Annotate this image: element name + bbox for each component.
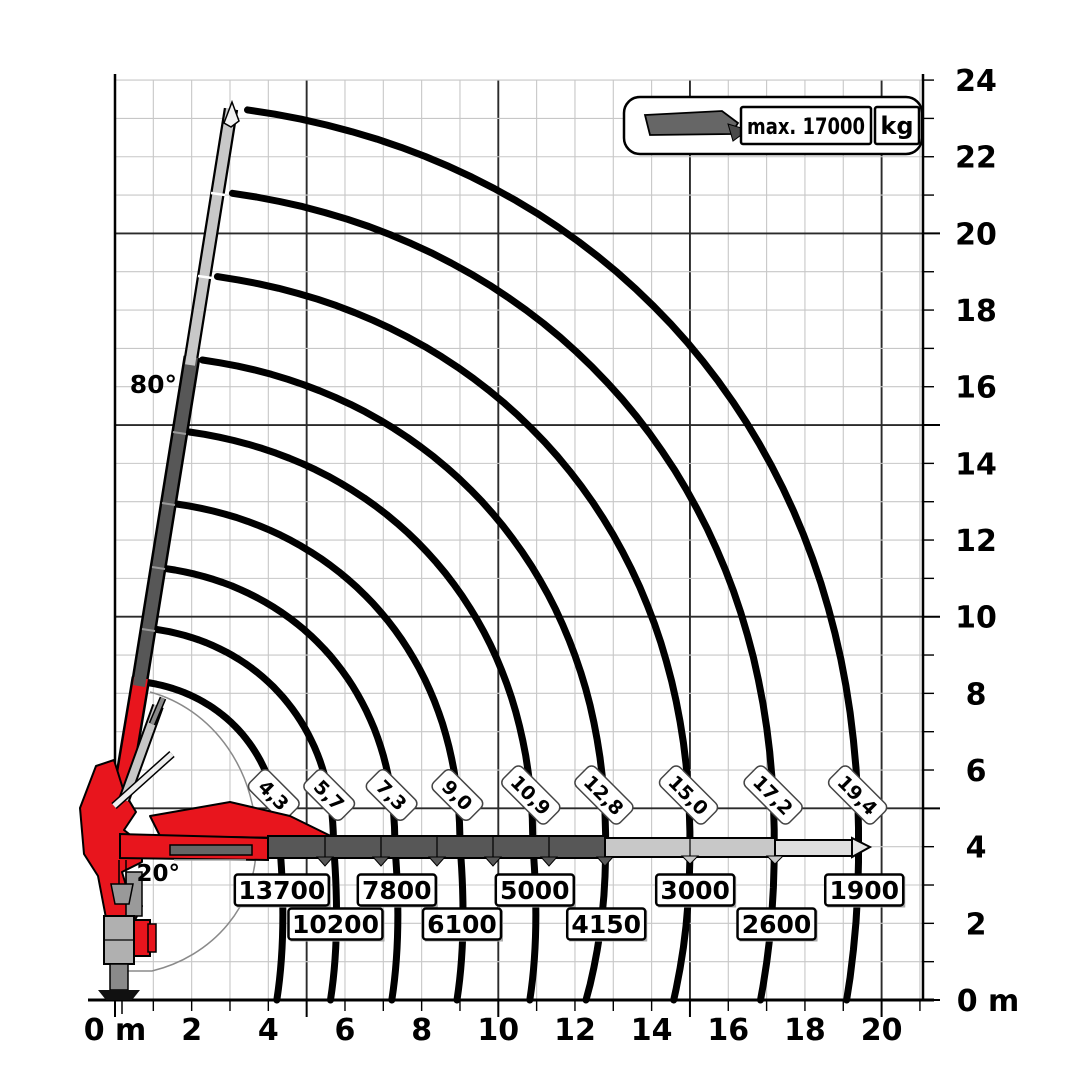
load-label-text: 13700 <box>238 876 325 905</box>
legend-max-label: max. 17000 <box>747 115 865 140</box>
x-tick-label: 20 <box>861 1013 903 1048</box>
outrigger-foot <box>98 990 140 1000</box>
horizontal-boom <box>119 801 873 867</box>
y-tick-label: 4 <box>966 831 987 866</box>
boom-arrow-icon <box>643 110 740 136</box>
x-tick-label: 2 <box>181 1013 202 1048</box>
boom-lighter-section <box>774 839 854 857</box>
boom-section-dark <box>133 356 198 687</box>
y-tick-label: 8 <box>966 677 987 712</box>
load-label-box <box>494 873 576 907</box>
boom-angle-min-label: 20° <box>136 861 180 887</box>
load-label-box <box>421 907 503 941</box>
y-tick-label: 14 <box>955 447 997 482</box>
legend-max-box <box>739 105 873 146</box>
axes: 0 m 2 4 6 8 10 12 14 16 18 200 m246810121416182022… <box>84 64 1020 1048</box>
load-label-box <box>287 907 384 941</box>
base-flange <box>147 923 157 953</box>
load-label-text: 6100 <box>427 910 497 939</box>
x-tick-label: 6 <box>335 1013 356 1048</box>
outreach-label-box <box>365 768 418 822</box>
load-label-5000: 5000 <box>494 873 576 908</box>
x-tick-label: 18 <box>784 1013 826 1048</box>
capacity-curve-6100 <box>172 500 467 1004</box>
outreach-label-box <box>574 765 634 825</box>
y-tick-label: 10 <box>955 601 997 636</box>
legend-unit-label: kg <box>880 112 913 140</box>
crane-illustration: 80° 20° <box>79 99 873 1014</box>
raised-boom <box>102 99 240 854</box>
x-tick-label: 12 <box>554 1013 596 1048</box>
y-tick-label: 22 <box>955 141 997 176</box>
y-tick-label: 18 <box>955 294 997 329</box>
load-label-7800: 7800 <box>356 873 438 908</box>
load-label-text: 7800 <box>362 876 432 905</box>
crane-base <box>79 696 175 923</box>
outreach-label-9,0: 9,0 <box>431 768 484 822</box>
y-tick-label: 12 <box>955 524 997 559</box>
capacity-curve-3000 <box>213 273 694 1004</box>
load-label-box <box>233 873 331 907</box>
load-label-box <box>736 907 817 941</box>
outreach-label-box <box>431 768 484 822</box>
outreach-label-box <box>827 765 888 825</box>
y-tick-label: 20 <box>955 217 997 252</box>
load-label-13700: 13700 <box>233 873 331 908</box>
y-tick-label: 6 <box>966 754 987 789</box>
cylinder-rod <box>150 697 165 725</box>
boom-angle-max-label: 80° <box>130 370 177 399</box>
load-label-box <box>565 907 647 941</box>
legend: max. 17000 kg <box>622 95 924 156</box>
outreach-label-box <box>658 765 719 825</box>
load-label-text: 10200 <box>292 910 379 939</box>
load-label-6100: 6100 <box>421 907 503 942</box>
x-tick-label: 14 <box>631 1013 673 1048</box>
y-tick-label: 16 <box>955 371 997 406</box>
outreach-label-box <box>743 765 803 825</box>
capacity-curve-10200 <box>150 625 341 1004</box>
load-label-10200: 10200 <box>287 907 385 942</box>
x-tick-label: 10 <box>477 1013 519 1048</box>
outreach-label-box <box>247 768 300 822</box>
outreach-label-5,7: 5,7 <box>303 768 356 822</box>
angle-indicator-bar <box>169 844 253 856</box>
outrigger-leg <box>109 963 129 991</box>
y-tick-label: 24 <box>955 64 997 99</box>
y-tick-label: 0 m <box>957 984 1020 1019</box>
crane-lower-parts <box>98 844 253 1014</box>
load-label-2600: 2600 <box>736 907 818 942</box>
y-tick-label: 2 <box>966 907 987 942</box>
capacity-curves <box>140 106 862 1004</box>
load-label-box <box>356 873 438 907</box>
outreach-labels: 4,3 5,7 7,3 9,0 10,9 12,8 15,0 17,2 19,4 <box>247 765 888 825</box>
load-label-text: 3000 <box>660 876 730 905</box>
legend-unit-box <box>873 105 921 146</box>
load-label-box <box>654 873 736 907</box>
load-label-3000: 3000 <box>654 873 737 908</box>
x-tick-label: 4 <box>258 1013 279 1048</box>
load-label-text: 2600 <box>742 910 812 939</box>
outreach-label-7,3: 7,3 <box>365 768 418 822</box>
load-label-1900: 1900 <box>823 873 906 908</box>
boom-tip <box>223 99 240 128</box>
x-tick-label: 16 <box>707 1013 749 1048</box>
x-tick-label: 0 m <box>84 1013 147 1048</box>
load-label-text: 4150 <box>571 910 641 939</box>
load-label-text: 5000 <box>500 876 570 905</box>
boom-extensions-light <box>185 108 236 366</box>
link-strut <box>112 752 174 808</box>
hook-block <box>110 883 134 905</box>
outreach-label-box <box>501 765 561 825</box>
boom-point-tip <box>851 836 873 859</box>
outreach-label-box <box>303 768 356 822</box>
load-label-text: 1900 <box>829 876 899 905</box>
load-label-4150: 4150 <box>565 907 648 942</box>
x-tick-label: 8 <box>411 1013 432 1048</box>
load-label-box <box>823 873 905 907</box>
